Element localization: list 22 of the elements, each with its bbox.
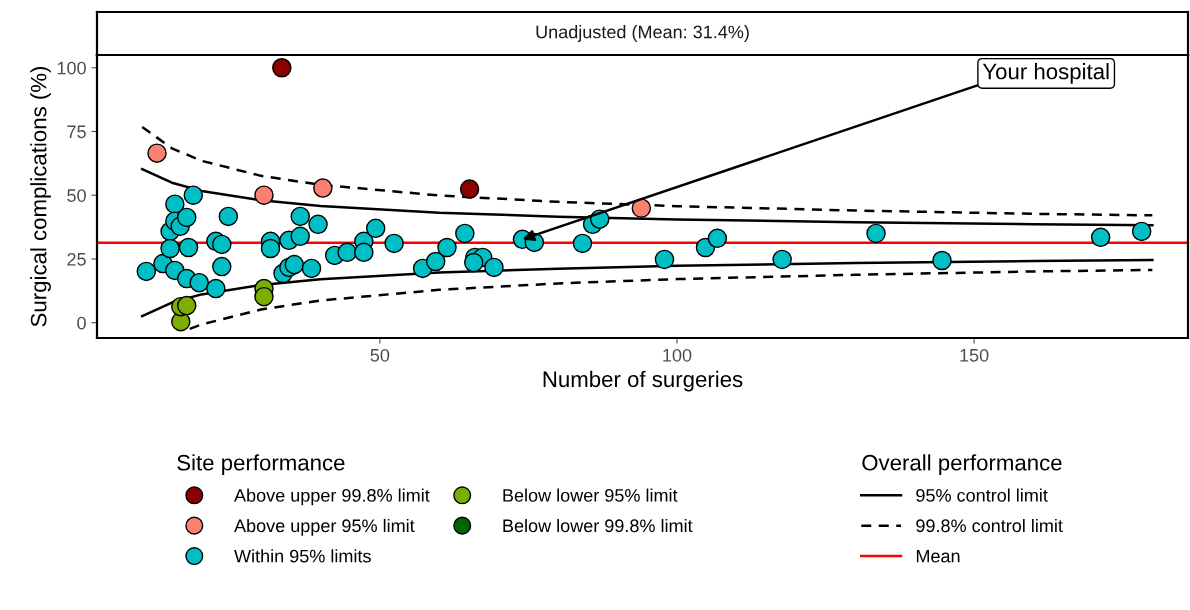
legend-label: 95% control limit xyxy=(916,488,1048,502)
x-axis-title: Number of surgeries xyxy=(543,370,743,392)
text: Overall performance xyxy=(862,454,1062,475)
y-tick-label: 25 xyxy=(67,252,86,266)
legend-label: Below lower 99.8% limit xyxy=(503,518,693,533)
x-tick-label: 100 xyxy=(663,348,692,362)
legend-label: Above upper 95% limit xyxy=(234,518,415,536)
legend-label: Mean xyxy=(916,549,960,563)
chart-title: Unadjusted (Mean: 31.4%) xyxy=(536,25,749,42)
y-tick-label: 100 xyxy=(57,61,86,75)
legend-label: 99.8% control limit xyxy=(916,518,1063,533)
y-axis-title: Surgical complications (%) xyxy=(30,66,51,327)
legend-label: Above upper 99.8% limit xyxy=(234,488,430,506)
y-tick-label: 50 xyxy=(67,189,86,202)
legend-label: Within 95% limits xyxy=(234,549,371,563)
text: Site performance xyxy=(177,454,345,475)
y-tick-label: 0 xyxy=(77,316,86,330)
y-tick-label: 75 xyxy=(67,125,86,139)
x-tick-label: 50 xyxy=(370,348,390,362)
x-tick-label: 150 xyxy=(960,348,989,362)
annotation: Your hospital xyxy=(982,63,1109,84)
legend-label: Below lower 95% limit xyxy=(503,488,678,502)
